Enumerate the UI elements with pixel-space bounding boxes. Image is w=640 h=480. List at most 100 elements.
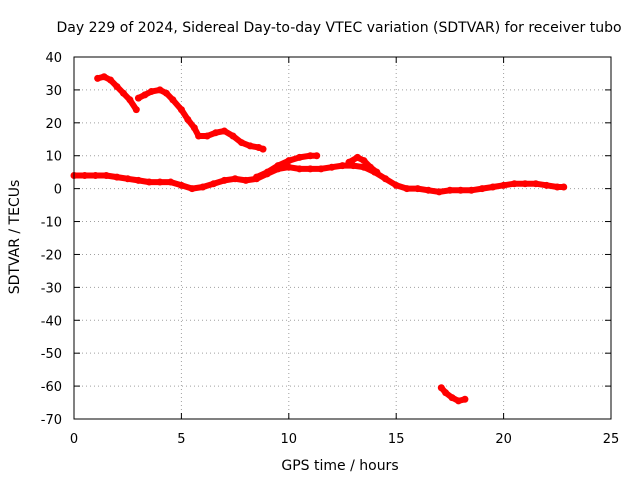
data-point <box>478 185 486 193</box>
data-point <box>360 157 368 165</box>
x-axis-label: GPS time / hours <box>281 458 398 474</box>
data-point <box>437 384 445 392</box>
plot-frame <box>73 56 612 420</box>
x-tick-label: 10 <box>281 432 298 447</box>
data-point <box>220 176 228 184</box>
data-point <box>259 145 267 153</box>
data-point <box>145 178 153 186</box>
data-point <box>457 186 465 194</box>
data-point <box>442 389 450 397</box>
data-point <box>532 180 540 188</box>
data-point <box>366 163 374 171</box>
data-point <box>162 89 170 97</box>
data-point <box>306 165 314 173</box>
data-point <box>274 162 282 170</box>
data-point <box>414 185 422 193</box>
data-point <box>553 183 561 191</box>
data-point <box>381 175 389 183</box>
data-point <box>354 153 362 161</box>
y-tick-label: -60 <box>41 380 62 395</box>
data-point <box>126 96 134 104</box>
data-point <box>446 186 454 194</box>
data-point <box>510 180 518 188</box>
data-point <box>100 73 108 81</box>
data-point <box>107 76 115 84</box>
data-point <box>113 173 121 181</box>
data-point <box>156 86 164 94</box>
data-point <box>94 74 102 82</box>
data-point <box>489 183 497 191</box>
data-point <box>147 88 155 96</box>
data-point <box>134 176 142 184</box>
data-point <box>188 185 196 193</box>
data-point <box>242 176 250 184</box>
grid-lines <box>74 57 611 419</box>
data-point <box>454 397 462 405</box>
data-point <box>403 185 411 193</box>
data-point <box>132 106 140 114</box>
data-point <box>199 183 207 191</box>
x-tick-label: 25 <box>603 432 620 447</box>
x-tick-label: 15 <box>388 432 405 447</box>
data-point <box>448 394 456 402</box>
data-point <box>543 181 551 189</box>
data-point <box>285 163 293 171</box>
data-point <box>238 139 246 147</box>
data-point <box>190 124 198 132</box>
data-point <box>229 132 237 140</box>
data-point <box>296 165 304 173</box>
data-point <box>134 94 142 102</box>
y-tick-label: -30 <box>41 281 62 296</box>
data-point <box>156 178 164 186</box>
y-tick-label: -70 <box>41 413 62 428</box>
data-point <box>424 186 432 194</box>
data-point <box>177 181 185 189</box>
data-point <box>392 181 400 189</box>
data-point <box>313 152 321 160</box>
data-point <box>203 132 211 140</box>
axis-ticks: 0 5 10 15 20 25 40 30 20 10 0 -10 -20 -30 -40 -50 -60 -70 <box>41 51 620 447</box>
data-point <box>169 96 177 104</box>
y-tick-label: 40 <box>45 51 62 66</box>
data-series <box>70 73 568 405</box>
x-tick-label: 5 <box>177 432 185 447</box>
data-point <box>102 171 110 179</box>
series-arc-high-2 <box>135 86 266 153</box>
data-point <box>461 395 469 403</box>
data-point <box>184 116 192 124</box>
data-point <box>212 129 220 137</box>
data-point <box>253 173 261 181</box>
data-point <box>467 186 475 194</box>
y-tick-label: 20 <box>45 117 62 132</box>
y-tick-label: 30 <box>45 84 62 99</box>
data-point <box>210 180 218 188</box>
data-point <box>81 171 89 179</box>
data-point <box>296 153 304 161</box>
data-point <box>560 183 568 191</box>
chart-title: Day 229 of 2024, Sidereal Day-to-day VTE… <box>56 20 621 36</box>
data-point <box>195 132 203 140</box>
y-tick-label: 0 <box>54 183 62 198</box>
y-axis-label: SDTVAR / TECUs <box>7 180 23 295</box>
data-point <box>220 127 228 135</box>
y-tick-label: -20 <box>41 248 62 263</box>
x-tick-label: 0 <box>70 432 78 447</box>
y-tick-label: -10 <box>41 216 62 231</box>
data-point <box>246 142 254 150</box>
data-point <box>119 89 127 97</box>
data-point <box>285 157 293 165</box>
data-point <box>263 168 271 176</box>
y-tick-label: -40 <box>41 314 62 329</box>
data-point <box>500 181 508 189</box>
data-point <box>124 175 132 183</box>
data-point <box>141 91 149 99</box>
data-point <box>328 163 336 171</box>
data-point <box>373 168 381 176</box>
data-point <box>345 158 353 166</box>
data-point <box>306 152 314 160</box>
data-point <box>521 180 529 188</box>
data-point <box>113 83 121 91</box>
data-point <box>231 175 239 183</box>
series-arc-high-1 <box>94 73 140 113</box>
